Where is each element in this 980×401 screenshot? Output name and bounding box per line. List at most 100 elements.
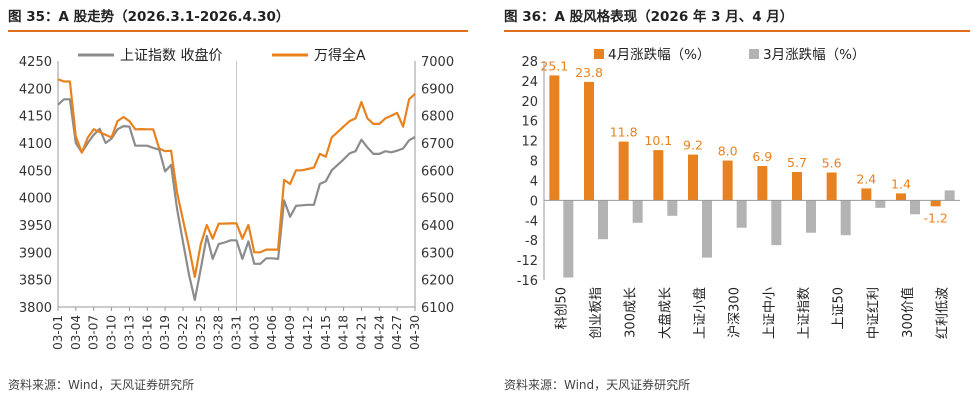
april-data-label: -1.2 xyxy=(923,210,947,225)
x-tick-label: 03-13 xyxy=(122,315,136,350)
april-bar xyxy=(930,200,941,207)
right-y-tick-label: 7000 xyxy=(421,55,454,70)
april-bar xyxy=(722,160,733,201)
x-tick-label: 04-09 xyxy=(283,315,297,350)
y-tick-label: 0 xyxy=(530,194,538,209)
y-tick-label: 8 xyxy=(530,155,538,170)
category-label: 创业板指 xyxy=(589,287,604,339)
left-title-rule xyxy=(8,30,468,32)
category-label: 中证红利 xyxy=(865,287,881,339)
right-y-tick-label: 6100 xyxy=(421,301,454,316)
april-data-label: 5.7 xyxy=(787,155,807,170)
x-tick-label: 03-10 xyxy=(105,315,119,350)
april-bar xyxy=(861,188,872,201)
april-bar xyxy=(896,193,906,201)
legend-label-1: 万得全A xyxy=(314,47,366,64)
legend-label-0: 4月涨跌幅（%） xyxy=(608,47,710,63)
left-y-tick-label: 3800 xyxy=(19,301,52,316)
april-bar xyxy=(826,172,837,201)
march-bar xyxy=(563,200,574,278)
right-y-tick-label: 6400 xyxy=(421,219,454,234)
right-y-tick-label: 6300 xyxy=(421,246,454,261)
march-bar xyxy=(667,200,678,216)
april-bar xyxy=(618,141,629,201)
march-bar xyxy=(840,200,851,236)
april-data-label: 2.4 xyxy=(856,171,876,186)
category-label: 沪深300 xyxy=(727,287,743,338)
right-y-tick-label: 6600 xyxy=(421,164,454,179)
y-tick-label: -12 xyxy=(517,254,538,269)
right-y-tick-label: 6200 xyxy=(421,274,454,289)
april-data-label: 25.1 xyxy=(540,58,568,73)
category-label: 300成长 xyxy=(624,287,639,338)
y-tick-label: 16 xyxy=(521,115,538,130)
left-y-tick-label: 4150 xyxy=(19,110,52,125)
x-tick-label: 03-16 xyxy=(140,315,154,350)
right-source-note: 资料来源：Wind，天风证券研究所 xyxy=(504,378,691,392)
legend-label-0: 上证指数 收盘价 xyxy=(120,47,222,64)
april-bar xyxy=(549,75,560,201)
category-label: 上证50 xyxy=(832,287,847,330)
march-bar xyxy=(736,200,747,228)
x-tick-label: 04-03 xyxy=(247,315,261,350)
april-data-label: 11.8 xyxy=(610,125,638,140)
right-chart-title: 图 36：A 股风格表现（2026 年 3 月、4 月） xyxy=(504,9,794,25)
category-label: 上证指数 xyxy=(797,287,812,339)
april-bar xyxy=(792,171,802,201)
x-tick-label: 03-01 xyxy=(51,315,65,350)
april-data-label: 8.0 xyxy=(718,144,738,159)
march-bar xyxy=(944,190,955,201)
y-tick-label: 20 xyxy=(521,95,538,110)
april-bar xyxy=(757,166,768,201)
category-label: 红利低波 xyxy=(935,287,951,339)
x-tick-label: 03-22 xyxy=(176,315,190,350)
category-label: 300价值 xyxy=(900,287,916,338)
april-data-label: 6.9 xyxy=(752,149,772,164)
x-tick-label: 03-19 xyxy=(158,315,172,350)
right-y-tick-label: 6800 xyxy=(421,110,454,125)
right-y-tick-label: 6500 xyxy=(421,192,454,207)
category-label: 大盘成长 xyxy=(657,287,673,339)
right-title-rule xyxy=(504,30,970,32)
x-tick-label: 03-04 xyxy=(69,315,83,350)
march-bar xyxy=(910,200,920,215)
march-bar xyxy=(632,200,643,223)
y-tick-label: 24 xyxy=(521,75,538,90)
y-tick-label: 28 xyxy=(521,55,538,70)
left-y-tick-label: 4050 xyxy=(19,164,52,179)
april-data-label: 1.4 xyxy=(891,176,911,191)
april-bar xyxy=(653,150,664,201)
left-chart-panel: 图 35：A 股走势（2026.3.1-2026.4.30） 3800 3850 3… xyxy=(0,0,476,401)
left-chart-title: 图 35：A 股走势（2026.3.1-2026.4.30） xyxy=(8,9,290,25)
right-chart-panel: 图 36：A 股风格表现（2026 年 3 月、4 月） 28 24 20 16 12 8… xyxy=(496,0,980,401)
right-y-tick-label: 6900 xyxy=(421,82,454,97)
legend-swatch-1 xyxy=(749,49,759,59)
march-bar xyxy=(771,200,782,246)
april-data-label: 10.1 xyxy=(644,133,672,148)
x-tick-label: 03-28 xyxy=(212,315,226,350)
left-y-tick-label: 3850 xyxy=(19,274,52,289)
legend-label-1: 3月涨跌幅（%） xyxy=(763,47,865,63)
march-bar xyxy=(702,200,712,258)
x-tick-label: 03-07 xyxy=(87,315,101,350)
legend-swatch-0 xyxy=(594,49,604,59)
april-data-label: 5.6 xyxy=(822,155,842,170)
x-tick-label: 04-27 xyxy=(390,315,404,350)
y-tick-label: 4 xyxy=(530,174,538,189)
category-label: 上证小盘 xyxy=(692,287,708,339)
y-tick-label: -16 xyxy=(517,274,538,289)
x-tick-label: 04-24 xyxy=(372,315,386,350)
x-tick-label: 03-25 xyxy=(194,315,208,350)
y-tick-label: -8 xyxy=(525,234,538,249)
april-data-label: 9.2 xyxy=(683,138,703,153)
category-label: 科创50 xyxy=(554,287,569,330)
march-bar xyxy=(806,200,816,233)
y-tick-label: 12 xyxy=(521,135,538,150)
left-y-tick-label: 4000 xyxy=(19,192,52,207)
left-y-tick-label: 3900 xyxy=(19,246,52,261)
x-tick-label: 04-18 xyxy=(337,315,351,350)
x-tick-label: 04-12 xyxy=(301,315,315,350)
x-tick-label: 04-21 xyxy=(354,315,368,350)
march-bar xyxy=(875,200,886,208)
march-bar xyxy=(598,200,608,240)
